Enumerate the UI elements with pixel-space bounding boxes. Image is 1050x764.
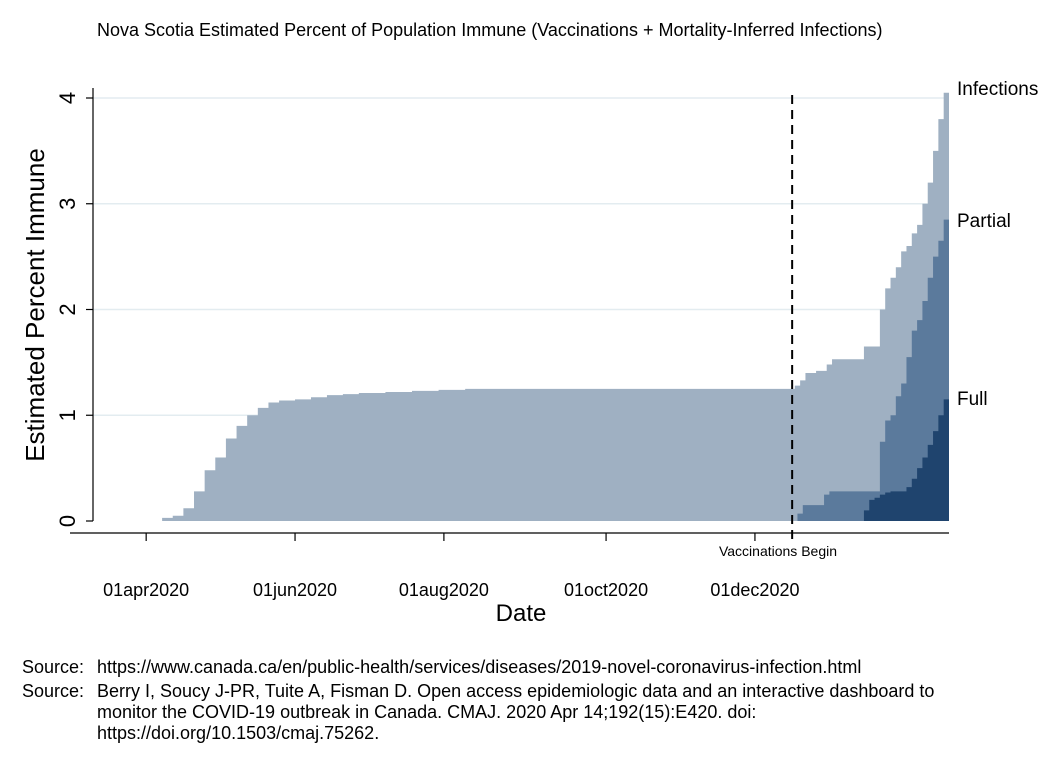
x-tick-label: 01oct2020 (564, 580, 648, 600)
chart-title: Nova Scotia Estimated Percent of Populat… (97, 20, 883, 40)
x-tick-label: 01dec2020 (710, 580, 799, 600)
source-line-2: Source: Berry I, Soucy J-PR, Tuite A, Fis… (22, 681, 1042, 743)
x-tick-label: 01aug2020 (399, 580, 489, 600)
y-axis-label: Estimated Percent Immune (20, 148, 50, 462)
y-tick-label: 0 (55, 515, 80, 527)
y-tick-label: 2 (55, 303, 80, 315)
y-tick-label: 1 (55, 409, 80, 421)
gridlines (93, 97, 949, 416)
series-label-partial: Partial (957, 211, 1011, 232)
area-partial (792, 217, 949, 521)
source-line-1: Source: https://www.canada.ca/en/public-h… (22, 657, 1042, 678)
series-label-full: Full (957, 389, 988, 410)
x-axis-label: Date (496, 600, 547, 627)
source-text: https://www.canada.ca/en/public-health/s… (97, 657, 862, 677)
axes (70, 88, 949, 541)
tick-labels: 0 1 2 3 4 01apr2020 01jun2020 01aug2020 01oct202… (55, 92, 799, 600)
source-text: Berry I, Soucy J-PR, Tuite A, Fisman D. … (97, 681, 935, 743)
y-tick-label: 4 (55, 92, 80, 104)
x-tick-label: 01apr2020 (103, 580, 189, 600)
area-full (858, 396, 949, 521)
series-label-infections: Infections (957, 79, 1038, 100)
area-infections (93, 87, 949, 522)
source-label: Source: (22, 657, 85, 677)
series-areas (93, 87, 949, 522)
vaccinations-begin-label: Vaccinations Begin (719, 543, 837, 559)
y-tick-label: 3 (55, 198, 80, 210)
source-label: Source: (22, 681, 85, 701)
x-tick-label: 01jun2020 (253, 580, 337, 600)
